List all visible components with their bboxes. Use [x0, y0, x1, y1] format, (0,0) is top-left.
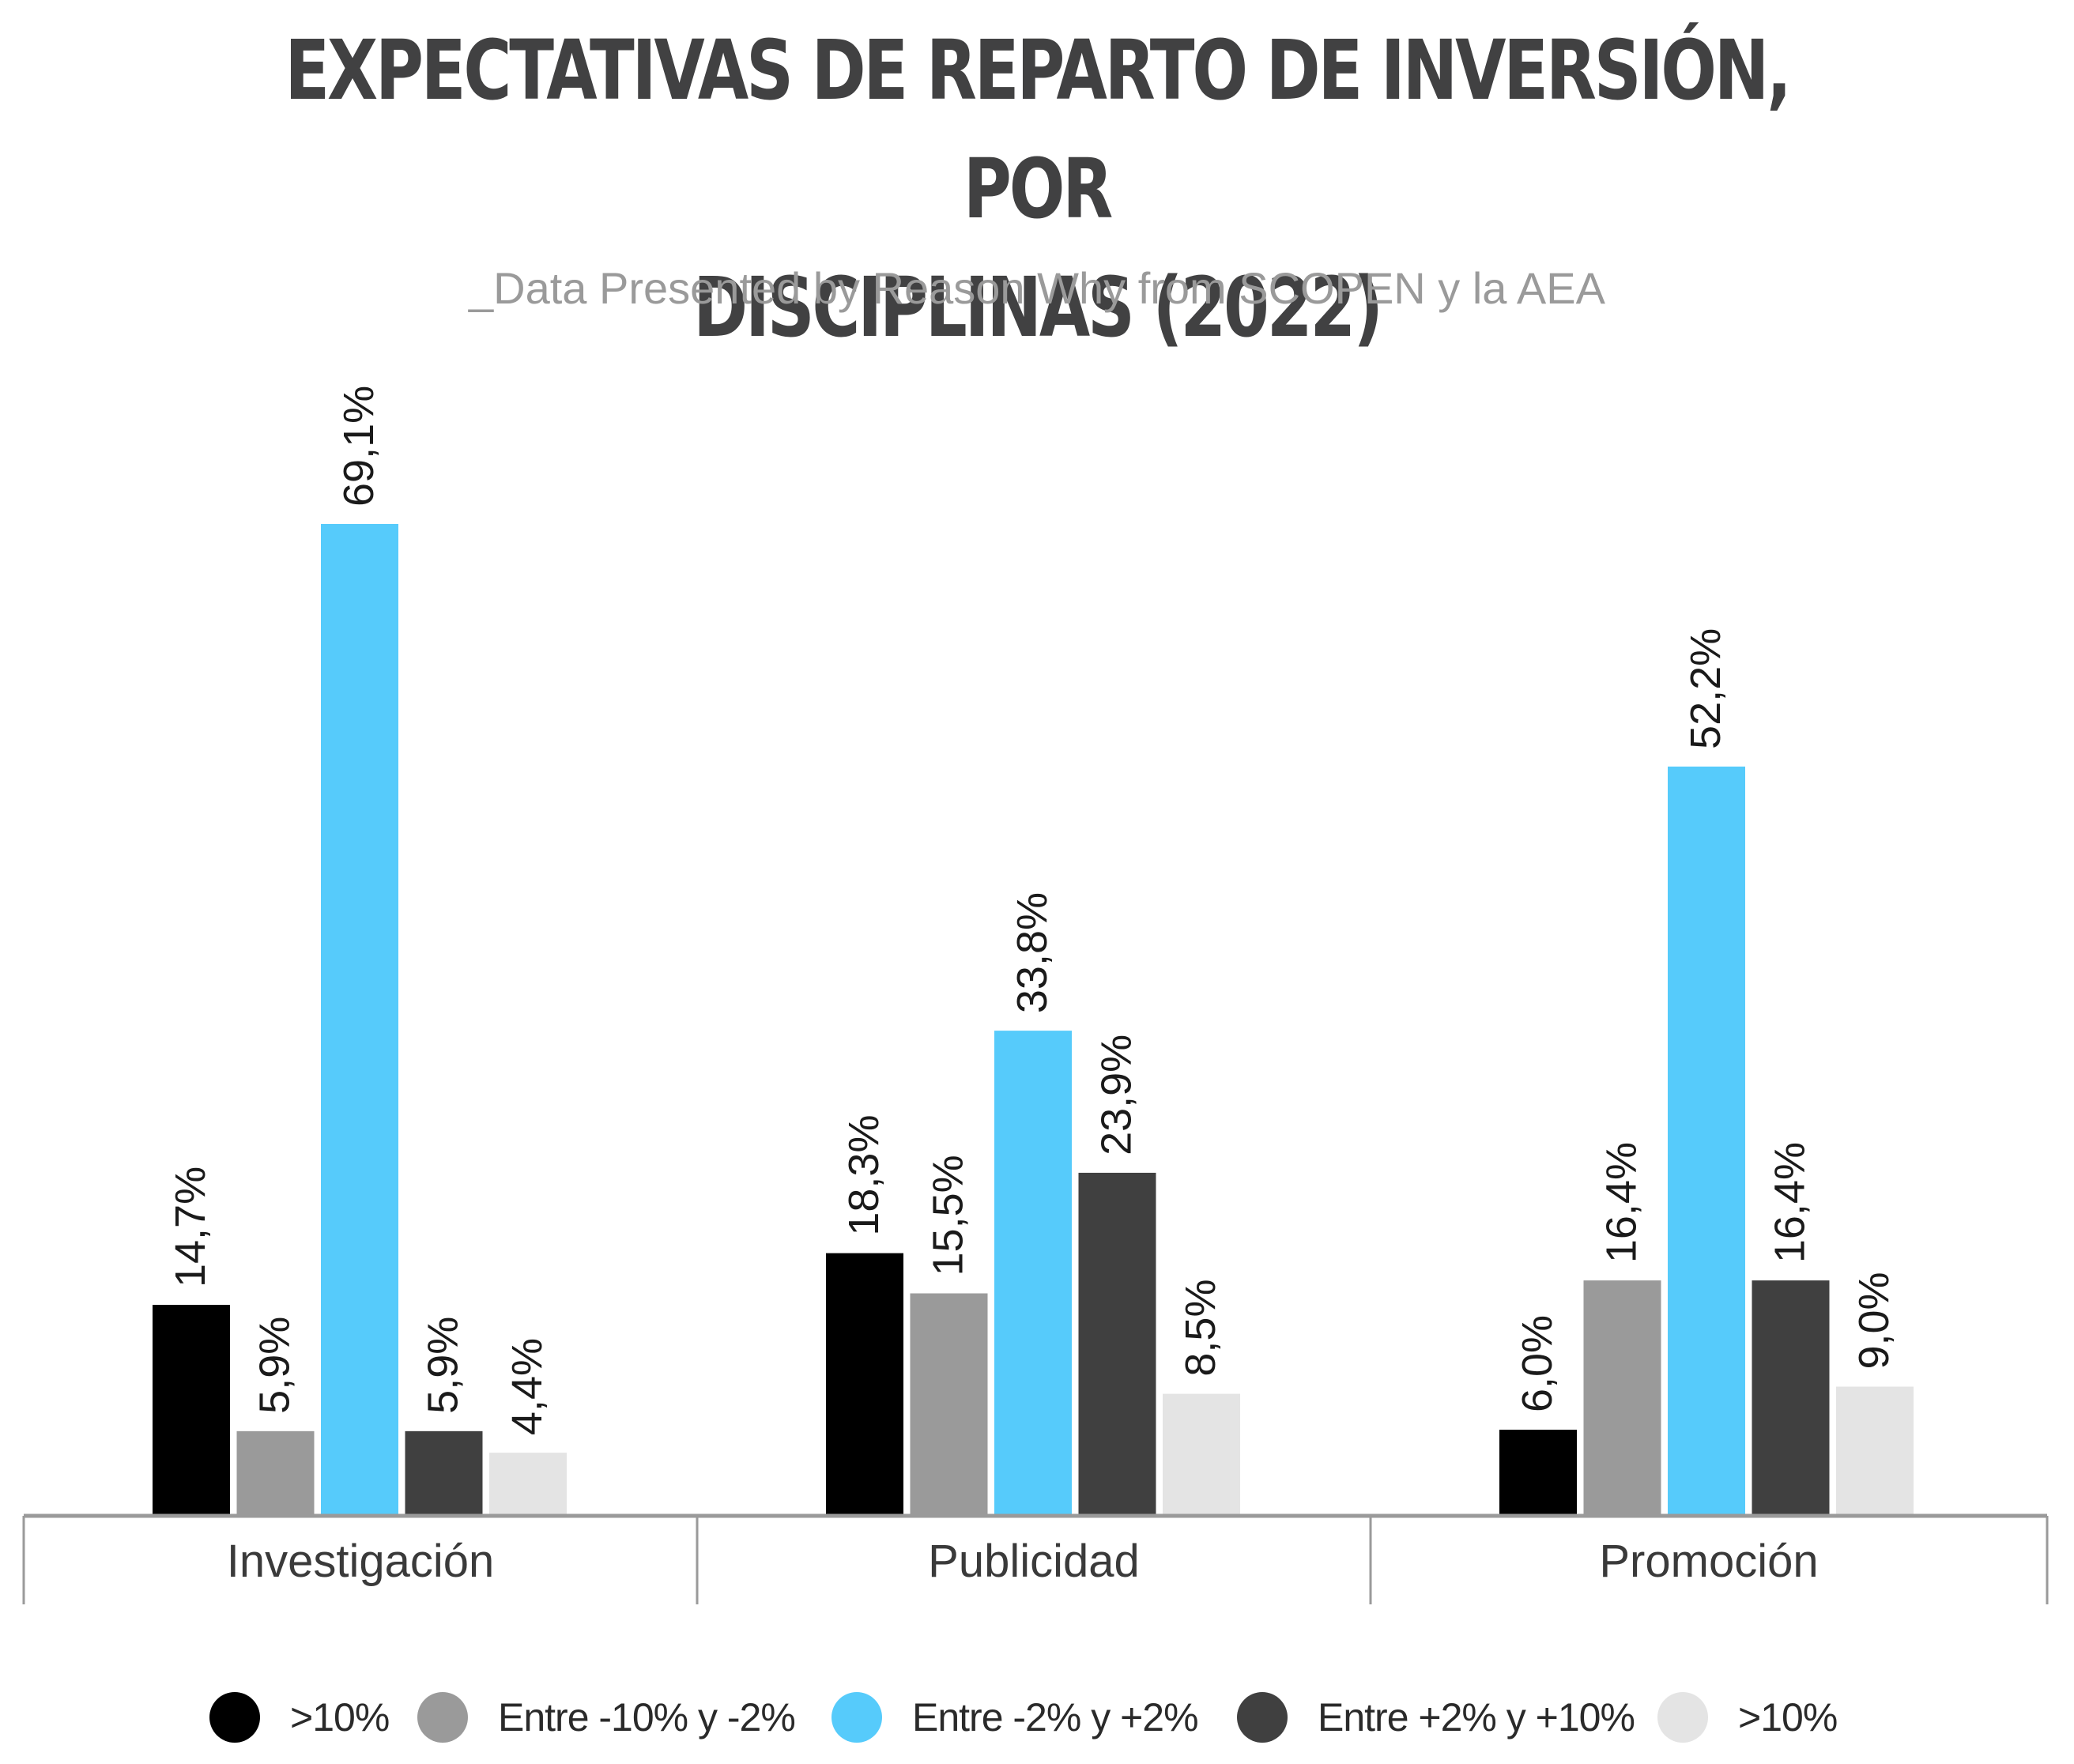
bar: [1752, 1280, 1830, 1516]
bar: [153, 1305, 230, 1516]
chart-subtitle: _Data Presented by Reason Why from SCOPE…: [469, 263, 1605, 313]
legend-swatch: [209, 1692, 260, 1743]
data-label: 5,9%: [251, 1317, 299, 1414]
bar: [321, 524, 398, 1516]
legend-swatch: [1237, 1692, 1288, 1743]
bar: [1499, 1430, 1577, 1516]
data-label: 33,8%: [1009, 892, 1056, 1013]
chart-legend: >10% Entre -10% y -2% Entre -2% y +2% Entre…: [0, 1682, 2074, 1753]
bar: [236, 1430, 315, 1516]
data-label: 23,9%: [1093, 1035, 1141, 1155]
data-label: 16,4%: [1598, 1142, 1646, 1263]
legend-label: >10%: [1738, 1695, 1838, 1740]
data-label: 52,2%: [1682, 628, 1729, 749]
bar: [1163, 1393, 1240, 1516]
chart-title: EXPECTATIVAS DE REPARTO DE INVERSIÓN, PO…: [207, 11, 1866, 367]
legend-label: Entre +2% y +10%: [1318, 1695, 1635, 1740]
data-label: 18,3%: [840, 1115, 888, 1236]
data-label: 6,0%: [1514, 1315, 1561, 1412]
bar: [1583, 1280, 1661, 1516]
bar: [910, 1293, 988, 1516]
bar: [1668, 766, 1745, 1516]
bar: [826, 1253, 903, 1516]
data-label: 69,1%: [335, 386, 383, 507]
data-label: 4,4%: [503, 1338, 551, 1435]
bar: [1078, 1172, 1156, 1516]
data-label: 9,0%: [1850, 1272, 1898, 1369]
bar: [489, 1453, 567, 1516]
legend-label: Entre -10% y -2%: [498, 1695, 796, 1740]
legend-swatch: [831, 1692, 882, 1743]
legend-swatch: [1657, 1692, 1708, 1743]
chart-title-line-2: DISCIPLINAS (2022): [693, 259, 1383, 356]
data-label: 8,5%: [1177, 1280, 1224, 1377]
bar: [405, 1430, 483, 1516]
legend-swatch: [417, 1692, 468, 1743]
bar: [1836, 1386, 1914, 1516]
category-label: Investigación: [227, 1536, 495, 1587]
chart-title-line-1: EXPECTATIVAS DE REPARTO DE INVERSIÓN, PO…: [285, 22, 1791, 237]
category-label: Promoción: [1599, 1536, 1818, 1587]
data-label: 16,4%: [1767, 1142, 1814, 1263]
legend-label: >10%: [290, 1695, 390, 1740]
data-label: 15,5%: [925, 1155, 972, 1276]
bar: [994, 1031, 1072, 1516]
category-label: Publicidad: [928, 1536, 1140, 1587]
data-label: 14,7%: [167, 1167, 214, 1287]
data-label: 5,9%: [420, 1317, 467, 1414]
legend-label: Entre -2% y +2%: [912, 1695, 1199, 1740]
